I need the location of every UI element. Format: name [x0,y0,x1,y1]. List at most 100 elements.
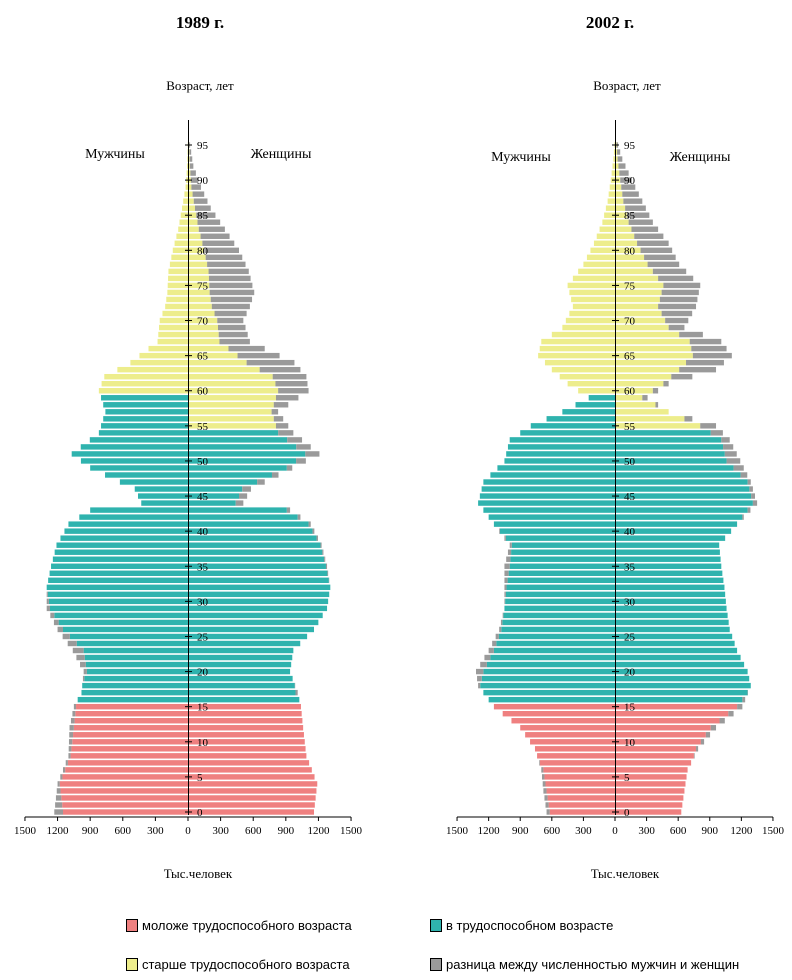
bar-men-age-89 [185,184,188,190]
bar-diff-men-age-19 [477,675,482,682]
bar-men-age-86 [605,205,615,211]
bar-women-age-13 [616,718,720,724]
bar-women-age-5 [189,774,315,780]
bar-women-age-70 [189,317,218,324]
bar-men-age-38 [56,542,189,548]
bar-women-age-69 [189,324,218,331]
bar-women-age-27 [189,619,319,626]
bar-women-age-6 [616,767,688,773]
bar-men-age-17 [483,689,615,696]
bar-women-age-86 [616,205,626,211]
bar-diff-women-age-55 [275,423,289,429]
bar-women-age-62 [616,373,672,380]
bar-men-age-46 [134,486,188,492]
bar-diff-women-age-79 [205,254,243,261]
legend-item-young: моложе трудоспособного возраста [126,918,352,933]
pyramid-1989: 1989 г. Возраст, лет Мужчины Женщины 0 5 10 15 2… [14,13,363,881]
bar-women-age-82 [616,233,635,239]
bar-diff-women-age-69 [217,324,246,331]
bar-men-age-74 [167,289,188,296]
bar-diff-women-age-51 [724,451,737,457]
bar-women-age-37 [616,549,720,555]
bar-men-age-59 [101,395,188,401]
bar-men-age-78 [583,261,615,268]
bar-men-age-37 [511,549,615,555]
bar-men-age-67 [541,338,615,345]
bar-women-age-35 [189,563,326,569]
bars [46,142,331,815]
bar-diff-women-age-74 [209,289,255,296]
age-tick-label: 35 [197,561,209,573]
age-tick-label: 45 [624,491,636,503]
bar-diff-women-age-41 [308,521,311,527]
bar-men-age-83 [599,226,615,232]
bar-women-age-31 [616,591,726,598]
bar-men-age-72 [165,303,188,310]
bar-men-age-36 [510,556,615,562]
bar-women-age-46 [616,486,750,492]
bar-diff-women-age-66 [691,345,727,352]
age-tick-label: 85 [624,210,636,222]
x-tick-label: 1500 [446,825,469,837]
bar-women-age-69 [616,324,669,331]
bar-men-age-62 [559,373,615,380]
legend-label-diff: разница между численностью мужчин и женщ… [446,957,740,972]
chart-title: 2002 г. [586,13,634,32]
bar-men-age-75 [567,282,615,289]
bar-men-age-19 [84,675,188,682]
bar-diff-women-age-91 [619,170,629,176]
bar-men-age-41 [493,521,615,527]
bar-women-age-41 [616,521,738,527]
bar-women-age-2 [616,795,684,801]
bar-men-age-29 [49,605,188,612]
bar-women-age-63 [616,366,680,373]
bar-women-age-55 [616,423,701,429]
bar-women-age-39 [616,535,726,541]
bar-men-age-48 [105,472,188,478]
age-tick-label: 55 [197,421,209,433]
age-tick-label: 50 [197,456,209,468]
age-tick-label: 25 [197,631,209,643]
bar-men-age-66 [539,345,615,352]
bar-diff-women-age-86 [625,205,646,211]
bar-diff-women-age-94 [189,149,192,155]
bar-men-age-73 [571,296,615,303]
bar-diff-men-age-10 [68,739,73,745]
bar-women-age-84 [616,219,629,225]
bar-men-age-66 [148,345,188,352]
bar-diff-women-age-60 [278,388,309,394]
x-tick-label: 300 [638,825,655,837]
bar-men-age-55 [530,423,615,429]
bar-diff-women-age-85 [626,212,650,218]
bar-diff-men-age-13 [70,718,75,724]
bar-diff-women-age-37 [322,549,324,555]
bar-men-age-5 [544,774,615,780]
bar-diff-men-age-1 [55,802,63,808]
bar-diff-men-age-21 [480,661,487,668]
bar-diff-women-age-38 [320,542,322,548]
bar-diff-women-age-72 [211,303,250,310]
bar-men-age-35 [51,563,189,569]
bar-men-age-74 [569,289,615,296]
bar-women-age-64 [616,359,687,366]
x-tick-label: 600 [670,825,687,837]
bar-women-age-85 [189,212,197,218]
legend-item-diff: разница между численностью мужчин и женщ… [430,957,739,972]
bar-diff-men-age-28 [50,612,55,619]
bar-diff-women-age-77 [208,268,249,275]
bar-men-age-79 [171,254,188,261]
bar-men-age-43 [483,507,615,513]
bar-men-age-60 [98,388,188,394]
bar-diff-women-age-36 [324,556,326,562]
bar-men-age-13 [511,718,615,724]
legend-item-old: старше трудоспособного возраста [126,957,350,972]
bar-men-age-86 [182,205,188,211]
bar-diff-men-age-5 [60,774,63,780]
bar-men-age-25 [498,633,615,640]
bar-diff-women-age-65 [692,352,732,359]
bar-women-age-65 [189,352,238,359]
bar-women-age-10 [189,739,305,745]
bar-diff-women-age-52 [296,444,311,450]
bar-diff-women-age-91 [190,170,196,176]
bar-women-age-51 [189,451,306,457]
